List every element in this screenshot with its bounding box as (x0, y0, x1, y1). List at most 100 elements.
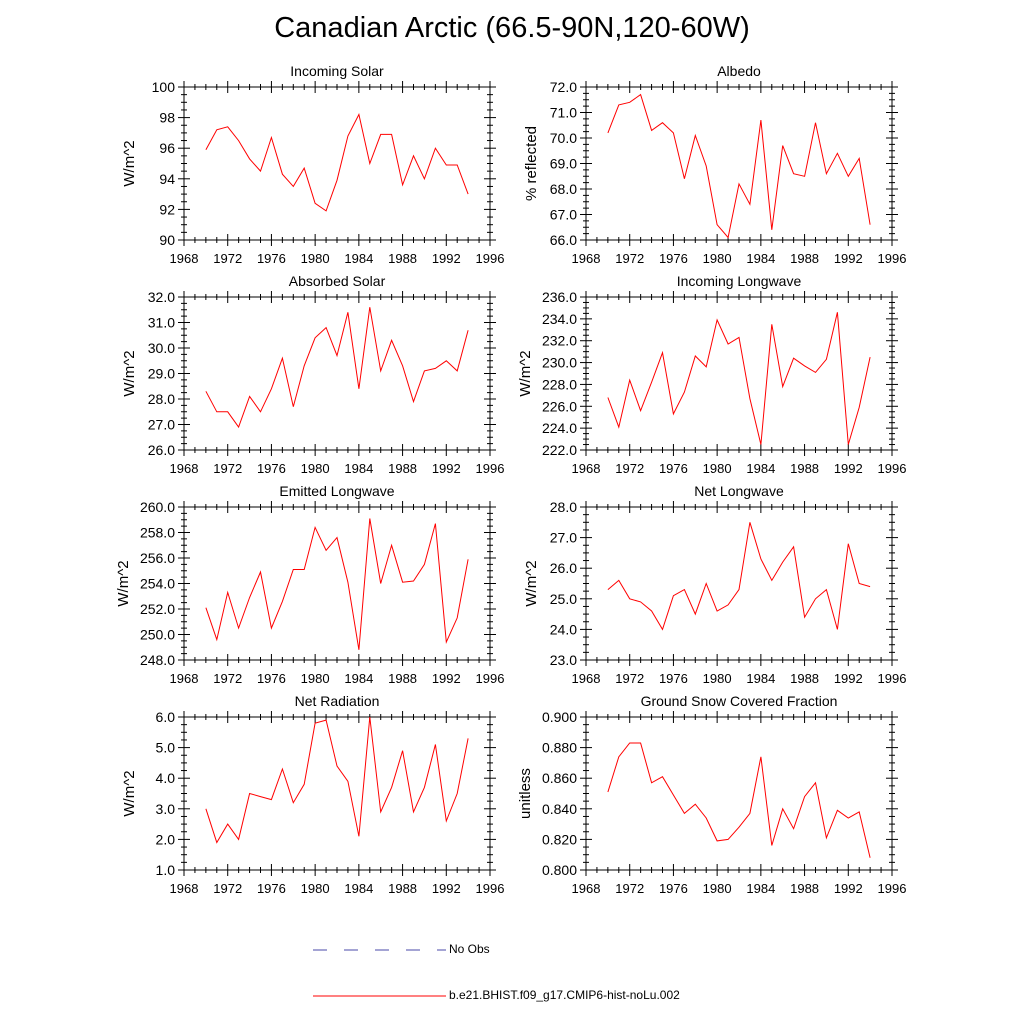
y-axis-label: W/m^2 (115, 560, 132, 606)
y-tick-label: 70.0 (550, 130, 577, 146)
y-tick-label: 32.0 (148, 289, 175, 305)
y-axis-label: W/m^2 (523, 560, 540, 606)
y-tick-label: 250.0 (140, 627, 175, 643)
plot-frame (585, 716, 893, 871)
y-tick-label: 96 (159, 140, 175, 156)
y-tick-label: 69.0 (550, 156, 577, 172)
x-tick-label: 1992 (432, 881, 461, 896)
x-tick-label: 1972 (213, 251, 242, 266)
x-tick-label: 1980 (703, 671, 732, 686)
x-tick-label: 1976 (257, 671, 286, 686)
panel-title: Net Longwave (694, 483, 784, 499)
x-tick-label: 1980 (301, 251, 330, 266)
y-tick-label: 2.0 (156, 831, 176, 847)
plot-frame (183, 296, 491, 451)
panel-title: Emitted Longwave (279, 483, 394, 499)
x-tick-label: 1972 (213, 881, 242, 896)
x-tick-label: 1996 (476, 251, 505, 266)
y-tick-label: 72.0 (550, 79, 577, 95)
y-tick-label: 0.820 (542, 831, 577, 847)
series-line (205, 716, 469, 844)
x-tick-label: 1980 (703, 881, 732, 896)
x-tick-label: 1984 (344, 671, 373, 686)
y-tick-label: 27.0 (550, 530, 577, 546)
plot-frame (183, 716, 491, 871)
y-tick-label: 260.0 (140, 499, 175, 515)
y-tick-label: 252.0 (140, 601, 175, 617)
y-axis-label: unitless (517, 768, 534, 819)
y-axis-label: W/m^2 (121, 770, 138, 816)
y-axis-label: W/m^2 (517, 350, 534, 396)
y-tick-label: 98 (159, 110, 175, 126)
x-tick-label: 1976 (659, 671, 688, 686)
y-tick-label: 29.0 (148, 366, 175, 382)
x-tick-label: 1996 (878, 251, 907, 266)
x-tick-label: 1972 (213, 461, 242, 476)
x-tick-label: 1992 (834, 671, 863, 686)
x-tick-label: 1984 (746, 671, 775, 686)
y-tick-label: 232.0 (542, 333, 577, 349)
x-tick-label: 1968 (170, 461, 199, 476)
plot-frame (585, 296, 893, 451)
y-tick-label: 4.0 (156, 770, 176, 786)
y-tick-label: 90 (159, 232, 175, 248)
chart-panel: Ground Snow Covered Fraction 0.800 0.820 0.… (517, 693, 906, 896)
chart-panel: Albedo 66.0 67.0 68.0 69.0 70.0 71.0 72.0 1968 19… (523, 63, 906, 266)
y-tick-label: 67.0 (550, 207, 577, 223)
x-tick-label: 1992 (432, 671, 461, 686)
x-tick-label: 1968 (170, 251, 199, 266)
x-tick-label: 1976 (659, 461, 688, 476)
panel-title: Incoming Solar (290, 63, 384, 79)
plot-frame (585, 86, 893, 241)
y-tick-label: 236.0 (542, 289, 577, 305)
x-tick-label: 1988 (388, 251, 417, 266)
y-tick-label: 28.0 (148, 391, 175, 407)
series-line (205, 307, 469, 429)
series-line (205, 113, 469, 212)
x-tick-label: 1976 (257, 461, 286, 476)
y-tick-label: 68.0 (550, 181, 577, 197)
x-tick-label: 1976 (257, 251, 286, 266)
panel-title: Albedo (717, 63, 761, 79)
chart-panel: Net Longwave 23.0 24.0 25.0 26.0 27.0 28.0 1968… (523, 483, 906, 686)
y-tick-label: 226.0 (542, 398, 577, 414)
y-tick-label: 26.0 (148, 442, 175, 458)
series-line (607, 522, 871, 631)
y-tick-label: 258.0 (140, 525, 175, 541)
x-tick-label: 1996 (476, 881, 505, 896)
y-tick-label: 228.0 (542, 376, 577, 392)
y-tick-label: 224.0 (542, 420, 577, 436)
x-tick-label: 1972 (615, 881, 644, 896)
y-tick-label: 23.0 (550, 652, 577, 668)
y-tick-label: 0.860 (542, 770, 577, 786)
x-tick-label: 1988 (790, 881, 819, 896)
y-tick-label: 24.0 (550, 621, 577, 637)
x-tick-label: 1984 (344, 881, 373, 896)
x-tick-label: 1984 (344, 251, 373, 266)
x-tick-label: 1968 (572, 251, 601, 266)
x-tick-label: 1980 (703, 251, 732, 266)
y-tick-label: 94 (159, 171, 175, 187)
x-tick-label: 1992 (834, 251, 863, 266)
chart-panel: Net Radiation 1.0 2.0 3.0 4.0 5.0 6.0 1968 1972 1… (121, 693, 504, 896)
chart-panel: Absorbed Solar 26.0 27.0 28.0 29.0 30.0 31.0 32… (121, 273, 504, 476)
panel-title: Net Radiation (295, 693, 380, 709)
y-tick-label: 0.900 (542, 709, 577, 725)
series-line (607, 93, 871, 239)
y-axis-label: % reflected (523, 126, 540, 201)
x-tick-label: 1976 (257, 881, 286, 896)
y-tick-label: 71.0 (550, 105, 577, 121)
y-tick-label: 6.0 (156, 709, 176, 725)
x-tick-label: 1968 (170, 881, 199, 896)
y-tick-label: 92 (159, 201, 175, 217)
x-tick-label: 1968 (572, 671, 601, 686)
y-tick-label: 31.0 (148, 315, 175, 331)
panel-title: Absorbed Solar (289, 273, 386, 289)
x-tick-label: 1972 (615, 251, 644, 266)
x-tick-label: 1984 (746, 251, 775, 266)
y-tick-label: 0.840 (542, 801, 577, 817)
y-axis-label: W/m^2 (121, 350, 138, 396)
x-tick-label: 1996 (476, 671, 505, 686)
x-tick-label: 1968 (572, 881, 601, 896)
